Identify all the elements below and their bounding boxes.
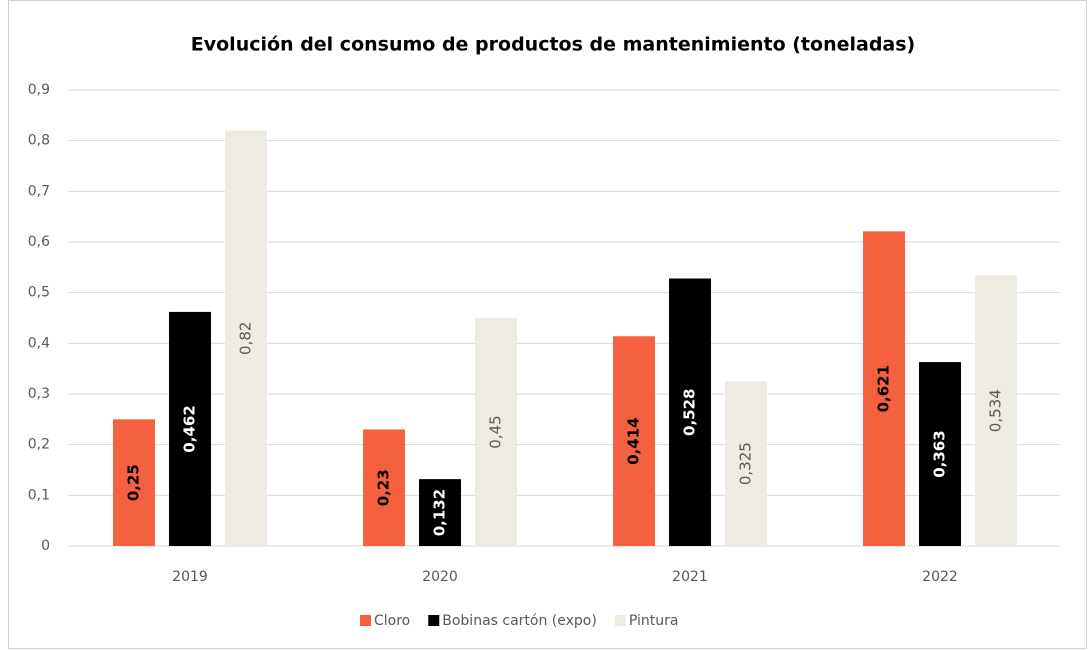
legend-swatch [360, 615, 371, 626]
x-tick-label: 2021 [672, 569, 708, 585]
legend-swatch [428, 615, 440, 626]
y-tick-label: 0,4 [28, 335, 50, 351]
value-label: 0,534 [987, 389, 1005, 432]
value-label: 0,363 [931, 430, 949, 477]
bar [613, 336, 655, 546]
value-label: 0,621 [875, 365, 893, 412]
value-label: 0,462 [181, 405, 199, 452]
value-label: 0,25 [125, 464, 143, 501]
x-tick-label: 2019 [172, 569, 208, 585]
y-tick-label: 0,5 [28, 285, 50, 301]
bar [363, 429, 405, 546]
y-tick-label: 0,3 [28, 386, 50, 402]
bar [169, 311, 211, 546]
value-label: 0,528 [681, 389, 699, 436]
legend-label: Bobinas cartón (expo) [442, 613, 597, 629]
bar [225, 130, 267, 547]
y-tick-label: 0,8 [28, 133, 50, 149]
y-tick-label: 0,9 [28, 82, 50, 98]
y-tick-label: 0,1 [28, 487, 50, 503]
y-tick-label: 0 [41, 538, 50, 554]
bar [113, 419, 155, 546]
bar [725, 381, 767, 546]
bar [419, 479, 461, 546]
x-tick-label: 2020 [422, 569, 458, 585]
legend-label: Cloro [374, 613, 410, 629]
bar [669, 278, 711, 546]
chart-title: Evolución del consumo de productos de ma… [191, 34, 915, 56]
value-label: 0,325 [737, 442, 755, 485]
value-label: 0,414 [625, 417, 643, 464]
value-label: 0,23 [375, 469, 393, 506]
x-tick-label: 2022 [922, 569, 958, 585]
y-tick-label: 0,7 [28, 183, 50, 199]
bar [919, 362, 961, 546]
legend-swatch [614, 615, 626, 626]
bar [863, 231, 905, 547]
y-tick-label: 0,2 [28, 437, 50, 453]
value-label: 0,82 [237, 322, 255, 355]
bar [475, 318, 517, 546]
bar [975, 275, 1017, 546]
value-label: 0,132 [431, 489, 449, 536]
value-label: 0,45 [487, 415, 505, 448]
y-tick-label: 0,6 [28, 234, 50, 250]
legend-label: Pintura [629, 613, 679, 629]
